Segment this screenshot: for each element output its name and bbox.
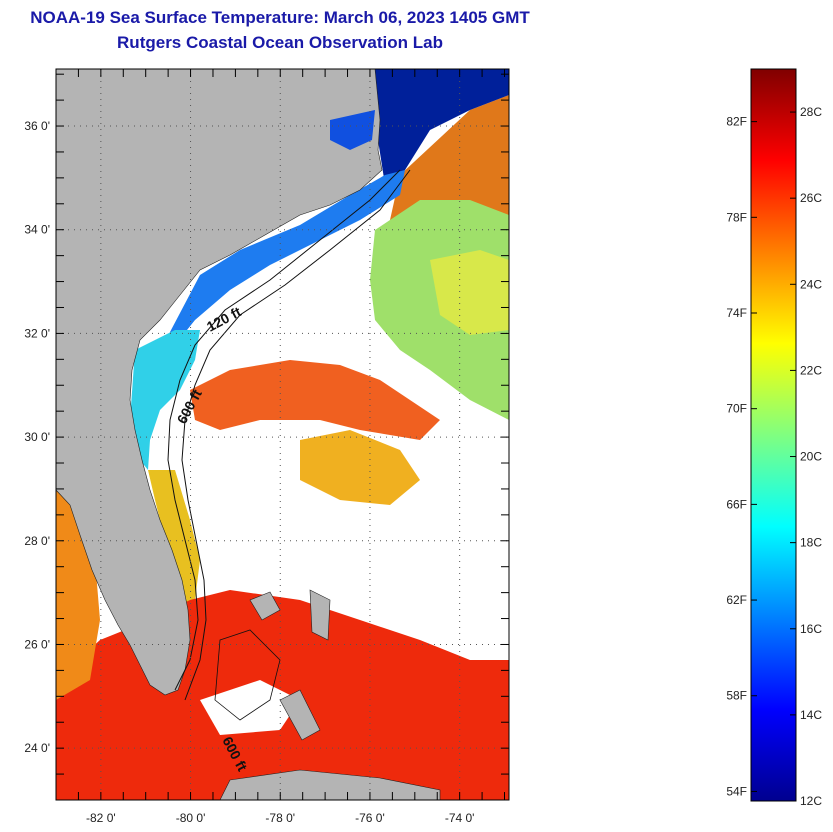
colorbar-gradient (750, 68, 797, 802)
cuba-land (219, 769, 441, 800)
lat-tick-label: 30 0' (24, 430, 50, 444)
lon-tick-label: -78 0' (265, 811, 295, 825)
map-frame (55, 68, 510, 801)
colorbar-c-label: 16C (800, 622, 822, 636)
cloud-gap-south (200, 680, 300, 735)
colorbar-f-label: 58F (726, 689, 747, 703)
colorbar-f-label: 66F (726, 497, 747, 511)
colorbar-fahrenheit-labels: 82F 78F 74F 70F 66F 62F 58F 54F (726, 115, 757, 798)
colorbar-f-label: 82F (726, 115, 747, 129)
lon-tick-label: -82 0' (86, 811, 116, 825)
bahamas-land-2 (309, 589, 331, 641)
frame-ticks (55, 69, 509, 801)
colorbar-f-label: 70F (726, 402, 747, 416)
colorbar-c-label: 12C (800, 794, 822, 808)
bahamas-contour (214, 629, 281, 721)
offshore-yellow-water (430, 250, 509, 335)
colorbar-c-label: 20C (800, 450, 822, 464)
colorbar-f-label: 74F (726, 306, 747, 320)
lon-tick-label: -74 0' (445, 811, 475, 825)
lat-tick-label: 34 0' (24, 223, 50, 237)
lat-tick-label: 32 0' (24, 326, 50, 340)
lat-tick-label: 28 0' (24, 534, 50, 548)
northern-cold-shelf (375, 69, 509, 185)
colorbar-c-label: 18C (800, 536, 822, 550)
us-east-coast-land (56, 69, 383, 696)
latitude-axis-labels: 36 0' 34 0' 32 0' 30 0' 28 0' 26 0' 24 0' (24, 119, 50, 755)
map-area: 120 ft 600 ft 600 ft (56, 69, 509, 800)
map-subtitle: Rutgers Coastal Ocean Observation Lab (117, 33, 443, 52)
colorbar-f-label: 62F (726, 593, 747, 607)
chesapeake-pamlico-water (330, 110, 375, 150)
central-yellow-patch (300, 430, 420, 505)
georgia-shelf-cyan (130, 330, 200, 470)
central-orange-patch (190, 360, 440, 440)
colorbar-c-label: 28C (800, 105, 822, 119)
colorbar-c-label: 24C (800, 277, 822, 291)
lon-tick-label: -80 0' (176, 811, 206, 825)
lon-tick-label: -76 0' (355, 811, 385, 825)
colorbar-f-label: 54F (726, 784, 747, 798)
map-title: NOAA-19 Sea Surface Temperature: March 0… (30, 8, 530, 27)
longitude-axis-labels: -82 0' -80 0' -78 0' -76 0' -74 0' (86, 811, 474, 825)
bahamas-land-3 (279, 689, 321, 741)
colorbar-f-label: 78F (726, 210, 747, 224)
contour-120ft (167, 169, 401, 691)
florida-shelf-yellow (148, 470, 200, 610)
colorbar-c-label: 14C (800, 708, 822, 722)
colorbar-c-label: 26C (800, 191, 822, 205)
colorbar-c-label: 22C (800, 363, 822, 377)
lat-tick-label: 24 0' (24, 741, 50, 755)
contour-600ft (181, 169, 411, 701)
colorbar-celsius-labels: 28C 26C 24C 22C 20C 18C 16C 14C 12C (790, 105, 822, 808)
lat-tick-label: 36 0' (24, 119, 50, 133)
lat-tick-label: 26 0' (24, 637, 50, 651)
